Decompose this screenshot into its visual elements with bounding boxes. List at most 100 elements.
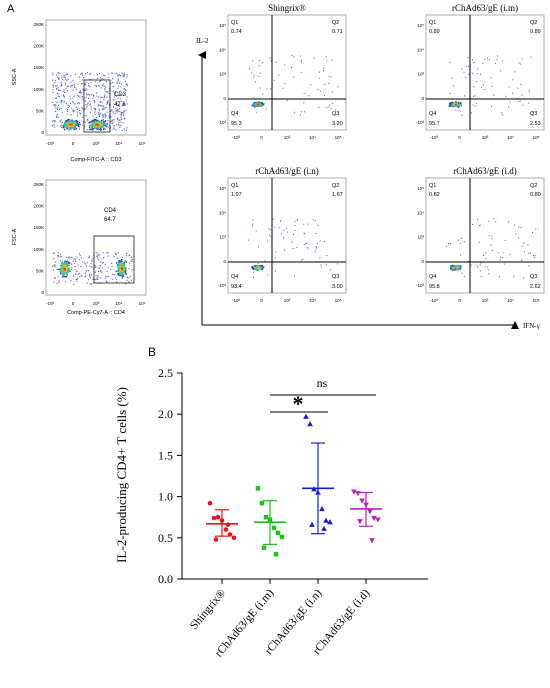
event-dot [81,96,83,98]
event-dot [98,96,100,98]
event-dot [527,244,529,246]
event-dot [114,113,116,115]
event-dot [91,129,93,131]
event-dot [97,122,99,125]
event-dot [61,268,64,270]
event-dot [112,106,114,108]
event-dot [85,103,87,106]
event-dot [292,233,294,235]
event-dot [111,262,113,264]
event-dot [446,246,448,248]
event-dot [64,82,66,84]
event-dot [66,86,68,88]
event-dot [461,114,463,116]
event-dot [305,243,307,245]
event-dot [123,262,126,264]
event-dot [325,264,327,266]
data-point [315,489,321,495]
event-dot [123,267,126,269]
event-dot [293,56,295,58]
event-dot [65,121,68,124]
event-dot [261,265,263,267]
event-dot [56,115,58,117]
event-dot [306,242,308,244]
event-dot [86,262,88,264]
event-dot [75,88,77,90]
event-dot [65,123,67,126]
event-dot [65,266,67,268]
event-dot [461,272,463,274]
event-dot [300,61,302,63]
event-dot [125,99,127,101]
event-dot [86,89,88,91]
event-dot [54,105,56,107]
event-dot [532,232,534,234]
quadrant-value: 0.89 [530,29,541,35]
event-dot [457,269,459,271]
event-dot [61,265,63,267]
event-dot [275,61,277,63]
event-dot [53,104,55,106]
event-dot [77,83,79,86]
event-dot [454,102,456,104]
event-dot [71,84,74,87]
event-dot [456,267,458,269]
event-dot [97,127,99,129]
event-dot [123,128,125,130]
quadrant-plot: rChAd63/gE (i.n) Q1 1.97 Q2 1.67 Q4 93.4 Q3 3.00… [218,166,347,303]
event-dot [99,126,101,128]
event-dot [518,62,520,64]
event-dot [117,74,119,76]
event-dot [119,269,121,272]
x-tick-label: 10⁴ [116,141,123,146]
event-dot [491,86,493,88]
event-dot [450,268,452,271]
event-dot [83,126,86,128]
event-dot [126,103,128,105]
event-dot [87,102,89,104]
event-dot [458,265,460,267]
event-dot [102,123,104,125]
event-dot [454,269,456,271]
event-dot [68,267,70,269]
event-dot [454,104,457,106]
event-dot [68,118,70,121]
data-point [311,486,317,492]
event-dot [293,111,295,113]
event-dot [60,100,62,102]
event-dot [101,126,103,128]
event-dot [68,125,71,128]
event-dot [95,124,98,126]
event-dot [69,103,72,105]
event-dot [256,266,259,269]
event-dot [286,99,288,101]
event-dot [119,261,121,263]
x-tick-label: Shingrix® [188,587,228,632]
event-dot [480,270,482,272]
event-dot [94,127,96,129]
event-dot [501,114,503,116]
event-dot [71,263,73,265]
event-dot [64,261,66,264]
event-dot [118,105,120,107]
event-dot [89,104,91,106]
event-dot [69,95,71,97]
event-dot [316,247,318,249]
event-dot [98,267,100,270]
event-dot [89,111,91,114]
y-tick-label: 0 [223,259,226,264]
event-dot [92,268,95,270]
data-point [263,515,269,520]
event-dot [118,104,120,106]
event-dot [66,265,69,267]
event-dot [119,268,122,270]
event-dot [105,86,107,88]
event-dot [120,86,122,88]
event-dot [57,255,59,257]
event-dot [76,102,79,104]
event-dot [520,227,522,229]
x-axis-label: Comp-PE-Cy7-A :: CD4 [67,310,125,316]
event-dot [81,92,83,94]
event-dot [104,121,106,123]
event-dot [115,111,117,113]
